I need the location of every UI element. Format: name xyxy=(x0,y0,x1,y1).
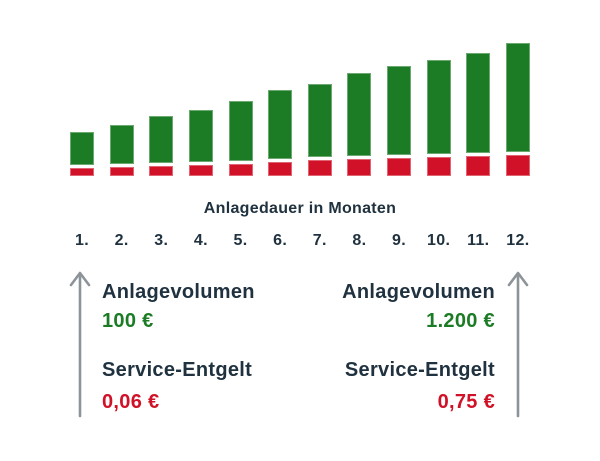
anlagevolumen-segment xyxy=(347,73,372,156)
bar-month-12 xyxy=(505,43,530,176)
volume-value-right: 1.200 € xyxy=(426,310,495,332)
month-label-7: 7. xyxy=(312,232,327,249)
service-entgelt-segment xyxy=(149,166,174,176)
anlagevolumen-segment xyxy=(70,132,94,165)
service-entgelt-segment xyxy=(307,160,332,176)
volume-value-left: 100 € xyxy=(102,310,154,332)
fee-value-right: 0,75 € xyxy=(437,391,495,413)
service-entgelt-segment xyxy=(347,159,372,176)
bar-month-2 xyxy=(109,125,134,176)
month-label-1: 1. xyxy=(75,232,89,249)
service-entgelt-segment xyxy=(387,158,411,176)
annotation-month-12: Anlagevolumen 1.200 € Service-Entgelt 0,… xyxy=(342,281,495,413)
fee-label-right: Service-Entgelt xyxy=(344,359,495,381)
bar-month-10 xyxy=(426,60,451,176)
bar-month-9 xyxy=(387,66,411,176)
month-label-6: 6. xyxy=(273,232,288,249)
service-entgelt-segment xyxy=(188,165,213,176)
anlagevolumen-segment xyxy=(466,53,491,153)
bar-month-6 xyxy=(268,90,293,176)
up-arrow-right-icon xyxy=(505,268,531,420)
bar-chart xyxy=(70,0,530,176)
volume-label-right: Anlagevolumen xyxy=(342,281,495,303)
month-label-9: 9. xyxy=(392,232,406,249)
x-axis-title: Anlagedauer in Monaten xyxy=(203,200,397,217)
month-label-8: 8. xyxy=(352,232,367,249)
bar-month-11 xyxy=(466,53,491,176)
fee-label-left: Service-Entgelt xyxy=(102,359,253,381)
anlagevolumen-segment xyxy=(307,84,332,157)
month-label-12: 12. xyxy=(506,232,530,249)
anlagevolumen-segment xyxy=(228,101,253,161)
annotation-month-1: Anlagevolumen 100 € Service-Entgelt 0,06… xyxy=(102,281,255,413)
bar-month-4 xyxy=(188,110,213,176)
anlagevolumen-segment xyxy=(426,60,451,154)
anlagevolumen-segment xyxy=(505,43,530,152)
month-label-2: 2. xyxy=(114,232,129,249)
fee-value-left: 0,06 € xyxy=(102,391,160,413)
service-entgelt-segment xyxy=(70,168,94,176)
service-entgelt-segment xyxy=(466,156,491,176)
service-entgelt-segment xyxy=(268,162,293,176)
bar-month-5 xyxy=(228,101,253,176)
month-labels: 1. 2. 3. 4. 5. 6. 7. 8. 9. 10. 11. 12. xyxy=(70,232,530,250)
month-label-11: 11. xyxy=(467,232,490,249)
bar-month-7 xyxy=(307,84,332,176)
service-entgelt-segment xyxy=(426,157,451,176)
bar-month-1 xyxy=(70,132,94,176)
bar-month-3 xyxy=(149,116,174,176)
up-arrow-left-icon xyxy=(67,268,93,420)
anlagevolumen-segment xyxy=(188,110,213,162)
month-label-4: 4. xyxy=(193,232,208,249)
service-entgelt-segment xyxy=(505,155,530,176)
bar-month-8 xyxy=(347,73,372,176)
service-entgelt-segment xyxy=(109,167,134,176)
anlagevolumen-segment xyxy=(268,90,293,159)
anlagevolumen-segment xyxy=(149,116,174,163)
anlagevolumen-segment xyxy=(109,125,134,164)
service-entgelt-segment xyxy=(228,164,253,176)
month-label-10: 10. xyxy=(427,232,451,249)
anlagevolumen-segment xyxy=(387,66,411,155)
month-label-3: 3. xyxy=(154,232,169,249)
volume-label-left: Anlagevolumen xyxy=(102,281,255,303)
month-label-5: 5. xyxy=(233,232,248,249)
